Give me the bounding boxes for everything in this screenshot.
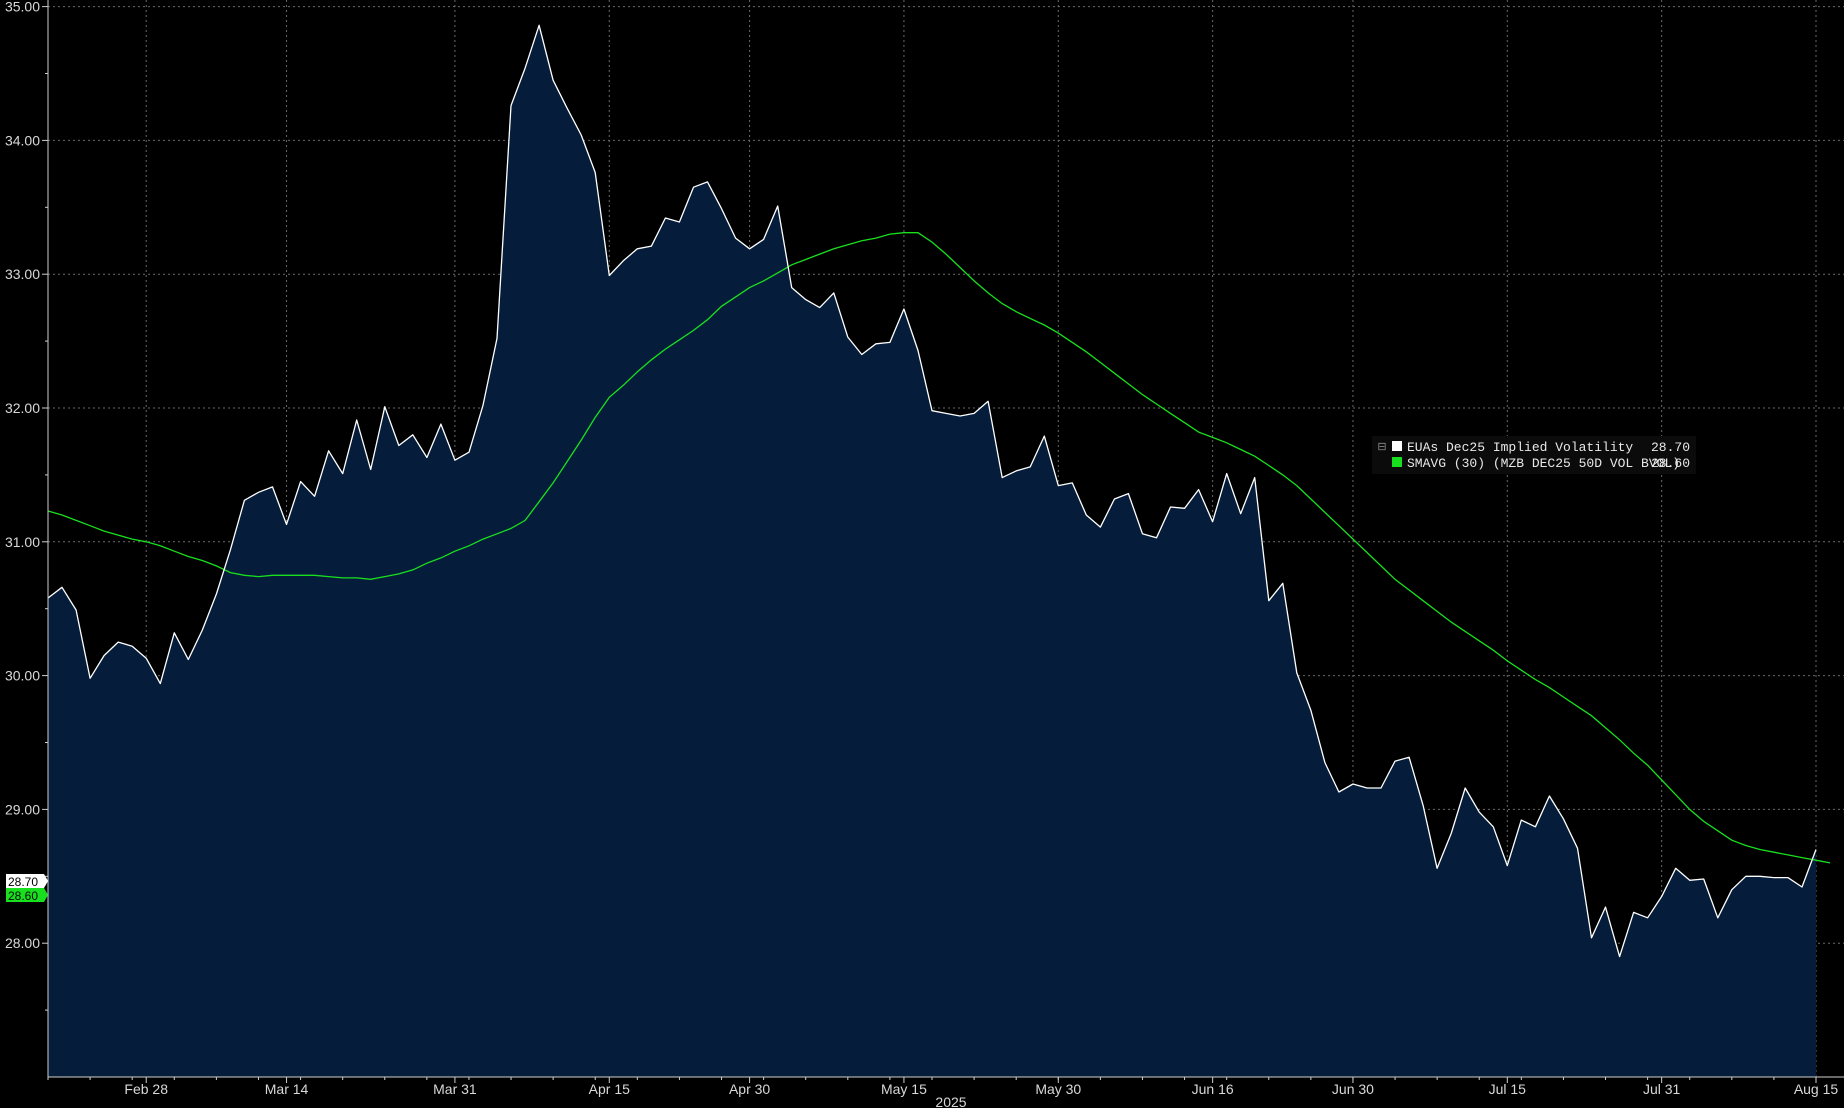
series-1-line: [47, 24, 1817, 958]
series-2-line: [47, 232, 1831, 864]
line-layer: [47, 24, 1831, 958]
y-tick-label: 34.00: [5, 132, 40, 148]
legend-swatch-2: [1392, 457, 1402, 467]
x-tick-label: Mar 31: [433, 1081, 477, 1097]
y-tick-label: 33.00: [5, 266, 40, 282]
y-tick-label: 31.00: [5, 534, 40, 550]
x-axis-label: 2025: [935, 1094, 966, 1108]
y-tick-label: 30.00: [5, 668, 40, 684]
axes: [47, 0, 1844, 1078]
legend-value-1: 28.70: [1651, 440, 1690, 455]
legend-label-2: SMAVG (30) (MZB DEC25 50D VOL BVOL): [1407, 456, 1680, 471]
legend-swatch-1: [1392, 441, 1402, 451]
x-tick-label: Apr 15: [589, 1081, 630, 1097]
x-tick-label: Apr 30: [729, 1081, 770, 1097]
x-ticks: Feb 28 Mar 14 Mar 31 Apr 15 Apr 30 May 15 May …: [47, 1077, 1839, 1097]
last-tag-series-2-pointer: [44, 888, 48, 902]
y-tick-label: 32.00: [5, 400, 40, 416]
legend-box: [1372, 436, 1696, 474]
x-tick-label: May 15: [881, 1081, 927, 1097]
last-tag-series-2-bg: [6, 888, 44, 902]
x-tick-label: Jul 31: [1643, 1081, 1681, 1097]
x-tick-label: Aug 15: [1794, 1081, 1839, 1097]
series-1-area: [48, 25, 1816, 1077]
legend: ⊟ EUAs Dec25 Implied Volatility 28.70 SM…: [1372, 436, 1696, 474]
last-tag-series-1-text: 28.70: [8, 875, 38, 889]
legend-value-2: 28.60: [1651, 456, 1690, 471]
x-tick-label: Jul 15: [1489, 1081, 1527, 1097]
y-tick-label: 28.00: [5, 935, 40, 951]
x-tick-label: Mar 14: [265, 1081, 309, 1097]
last-tag-series-1-pointer: [44, 874, 48, 888]
y-tick-label: 35.00: [5, 0, 40, 15]
area-layer: [48, 25, 1816, 1077]
x-tick-label: Jun 30: [1332, 1081, 1374, 1097]
last-tag-series-1-bg: [6, 874, 44, 888]
y-tick-label: 29.00: [5, 801, 40, 817]
y-ticks: 28.00 29.00 30.00 31.00 32.00 33.00 34.00 35.00: [5, 0, 48, 1011]
legend-collapse-icon[interactable]: ⊟: [1377, 441, 1386, 453]
last-tag-series-2-text: 28.60: [8, 889, 38, 903]
x-tick-label: May 30: [1035, 1081, 1081, 1097]
x-tick-label: Jun 16: [1192, 1081, 1234, 1097]
x-tick-label: Feb 28: [124, 1081, 168, 1097]
legend-label-1: EUAs Dec25 Implied Volatility: [1407, 440, 1633, 455]
